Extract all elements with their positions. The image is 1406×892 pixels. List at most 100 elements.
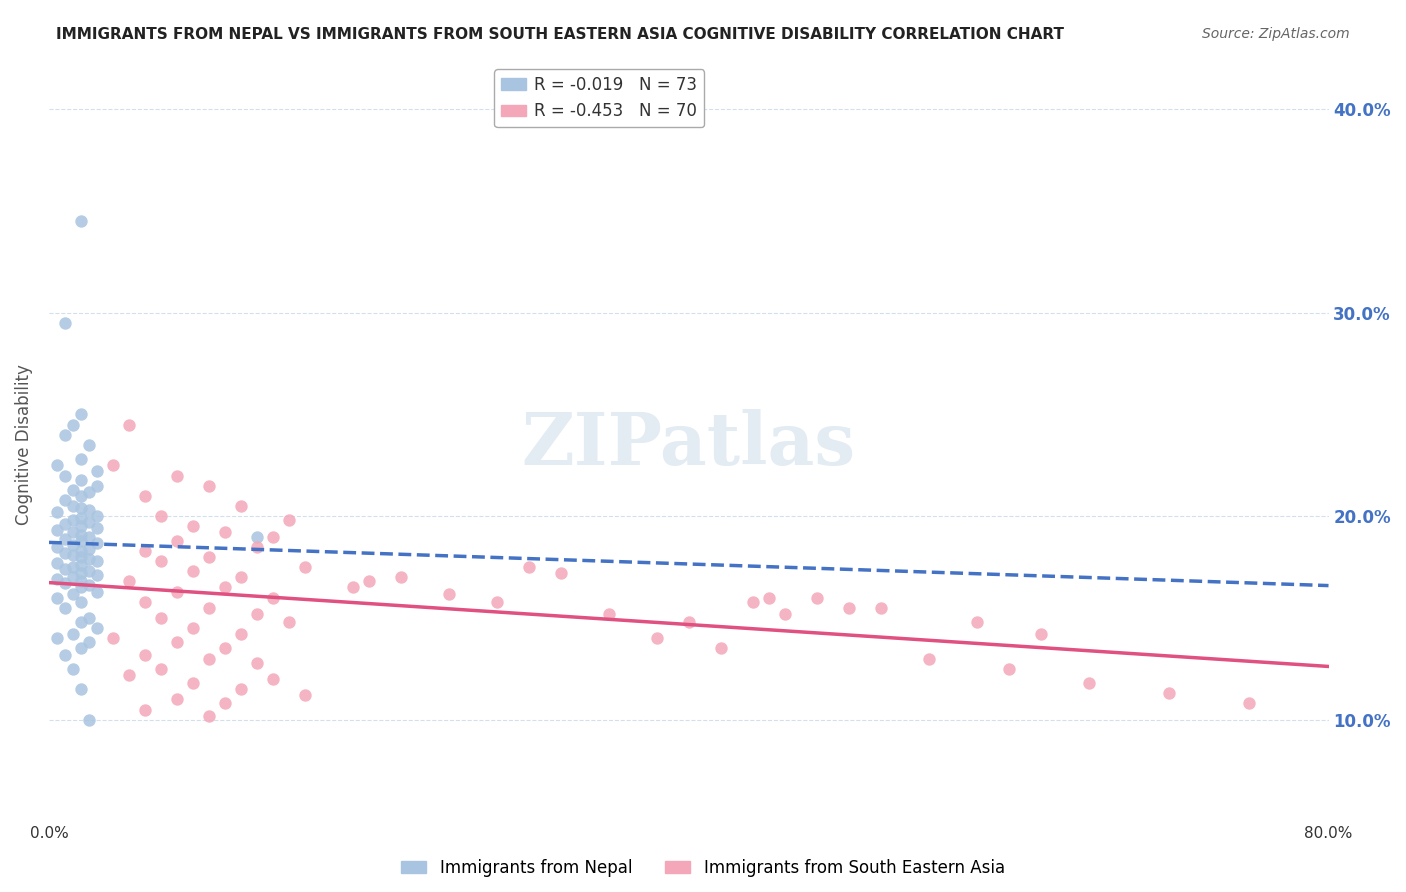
Point [181, 519, 204, 533]
Point [53, 492, 76, 507]
Point [262, 530, 284, 544]
Point [806, 591, 828, 605]
Point [46, 572, 69, 586]
Point [389, 570, 412, 584]
Point [62, 483, 84, 497]
Point [149, 554, 172, 568]
Point [246, 530, 269, 544]
Point [53, 517, 76, 532]
Point [77, 541, 100, 556]
Point [181, 676, 204, 690]
Point [70, 501, 93, 516]
Point [62, 525, 84, 540]
Point [134, 489, 156, 503]
Point [70, 641, 93, 656]
Point [70, 533, 93, 548]
Point [166, 468, 188, 483]
Point [134, 595, 156, 609]
Point [229, 627, 252, 641]
Point [262, 672, 284, 686]
Point [77, 611, 100, 625]
Point [53, 532, 76, 546]
Point [70, 595, 93, 609]
Point [166, 635, 188, 649]
Point [198, 549, 221, 564]
Point [517, 560, 540, 574]
Point [86, 554, 108, 568]
Point [62, 662, 84, 676]
Text: IMMIGRANTS FROM NEPAL VS IMMIGRANTS FROM SOUTH EASTERN ASIA COGNITIVE DISABILITY: IMMIGRANTS FROM NEPAL VS IMMIGRANTS FROM… [56, 27, 1064, 42]
Point [53, 648, 76, 662]
Point [773, 607, 796, 621]
Point [149, 611, 172, 625]
Point [262, 591, 284, 605]
Point [70, 214, 93, 228]
Text: ZIPatlas: ZIPatlas [522, 409, 856, 481]
Point [46, 524, 69, 538]
Point [294, 560, 316, 574]
Point [214, 641, 236, 656]
Point [357, 574, 380, 589]
Point [53, 468, 76, 483]
Point [134, 543, 156, 558]
Point [86, 584, 108, 599]
Point [149, 662, 172, 676]
Point [1237, 697, 1260, 711]
Legend: Immigrants from Nepal, Immigrants from South Eastern Asia: Immigrants from Nepal, Immigrants from S… [395, 853, 1011, 884]
Point [70, 452, 93, 467]
Point [53, 562, 76, 576]
Point [77, 516, 100, 530]
Point [149, 509, 172, 524]
Point [86, 478, 108, 492]
Point [550, 566, 572, 581]
Point [62, 570, 84, 584]
Point [46, 505, 69, 519]
Point [62, 560, 84, 574]
Point [198, 708, 221, 723]
Point [62, 499, 84, 513]
Point [134, 702, 156, 716]
Point [70, 581, 93, 595]
Point [917, 651, 939, 665]
Point [229, 570, 252, 584]
Point [166, 692, 188, 706]
Point [62, 627, 84, 641]
Point [166, 584, 188, 599]
Point [70, 519, 93, 533]
Point [869, 600, 891, 615]
Point [229, 682, 252, 697]
Point [118, 417, 141, 432]
Point [678, 615, 700, 629]
Point [645, 632, 668, 646]
Point [118, 574, 141, 589]
Point [86, 465, 108, 479]
Point [277, 615, 299, 629]
Point [77, 564, 100, 578]
Point [46, 632, 69, 646]
Point [62, 417, 84, 432]
Point [485, 595, 508, 609]
Point [86, 509, 108, 524]
Point [198, 600, 221, 615]
Point [62, 538, 84, 552]
Point [101, 632, 124, 646]
Point [246, 656, 269, 670]
Point [77, 713, 100, 727]
Point [294, 688, 316, 702]
Point [229, 499, 252, 513]
Point [70, 549, 93, 564]
Point [166, 533, 188, 548]
Point [46, 591, 69, 605]
Point [77, 552, 100, 566]
Point [46, 458, 69, 473]
Point [1029, 627, 1052, 641]
Point [70, 511, 93, 525]
Point [70, 558, 93, 572]
Point [77, 438, 100, 452]
Point [838, 600, 860, 615]
Point [101, 458, 124, 473]
Point [86, 621, 108, 635]
Text: Source: ZipAtlas.com: Source: ZipAtlas.com [1202, 27, 1350, 41]
Point [53, 546, 76, 560]
Point [437, 586, 460, 600]
